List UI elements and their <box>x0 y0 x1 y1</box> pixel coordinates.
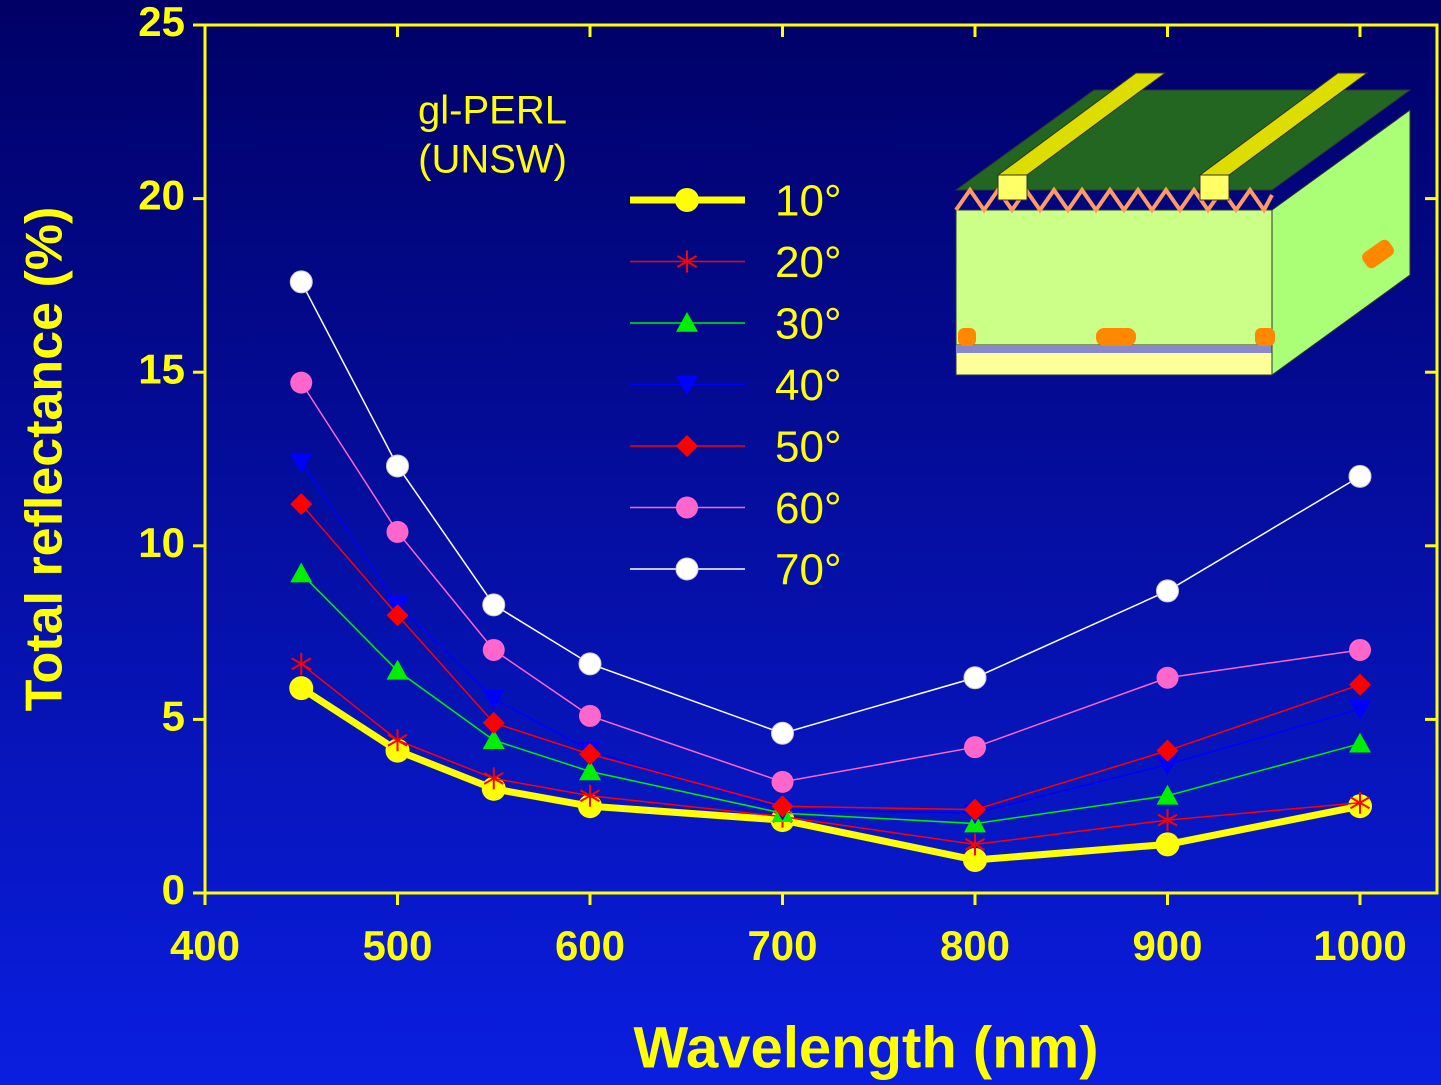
marker <box>964 667 986 689</box>
legend-marker <box>676 497 698 519</box>
y-tick-label: 20 <box>138 172 185 219</box>
marker <box>1349 639 1371 661</box>
marker <box>772 722 794 744</box>
legend-marker <box>675 188 699 212</box>
marker <box>387 455 409 477</box>
legend-label: 50° <box>775 423 842 472</box>
x-tick-label: 600 <box>555 922 625 969</box>
marker <box>387 521 409 543</box>
chart: gl-PERL (UNSW) Wavelength (nm) Total ref… <box>0 0 1441 1085</box>
marker <box>483 594 505 616</box>
legend-label: 20° <box>775 238 842 287</box>
legend-label: 70° <box>775 546 842 595</box>
y-tick-label: 10 <box>138 519 185 566</box>
y-tick-label: 5 <box>162 692 185 739</box>
marker <box>1349 465 1371 487</box>
marker <box>1156 832 1180 856</box>
marker <box>1157 580 1179 602</box>
legend-marker <box>676 558 698 580</box>
y-tick-label: 0 <box>162 866 185 913</box>
y-tick-label: 25 <box>138 0 185 45</box>
x-axis-label: Wavelength (nm) <box>633 1015 1098 1080</box>
marker <box>290 372 312 394</box>
legend-label: 60° <box>775 484 842 533</box>
marker <box>579 653 601 675</box>
legend-label: 40° <box>775 361 842 410</box>
marker <box>290 271 312 293</box>
x-tick-label: 900 <box>1132 922 1202 969</box>
x-tick-label: 500 <box>362 922 432 969</box>
marker <box>772 771 794 793</box>
y-axis-label: Total reflectance (%) <box>16 207 74 712</box>
marker <box>1157 667 1179 689</box>
x-tick-label: 1000 <box>1313 922 1406 969</box>
marker <box>579 705 601 727</box>
x-tick-label: 400 <box>170 922 240 969</box>
marker <box>289 676 313 700</box>
x-tick-label: 700 <box>747 922 817 969</box>
annotation: (UNSW) <box>418 138 567 182</box>
x-tick-label: 800 <box>940 922 1010 969</box>
marker <box>483 639 505 661</box>
y-tick-label: 15 <box>138 345 185 392</box>
legend-label: 10° <box>775 177 842 226</box>
marker <box>964 736 986 758</box>
annotation: gl-PERL <box>418 89 567 133</box>
legend-label: 30° <box>775 300 842 349</box>
